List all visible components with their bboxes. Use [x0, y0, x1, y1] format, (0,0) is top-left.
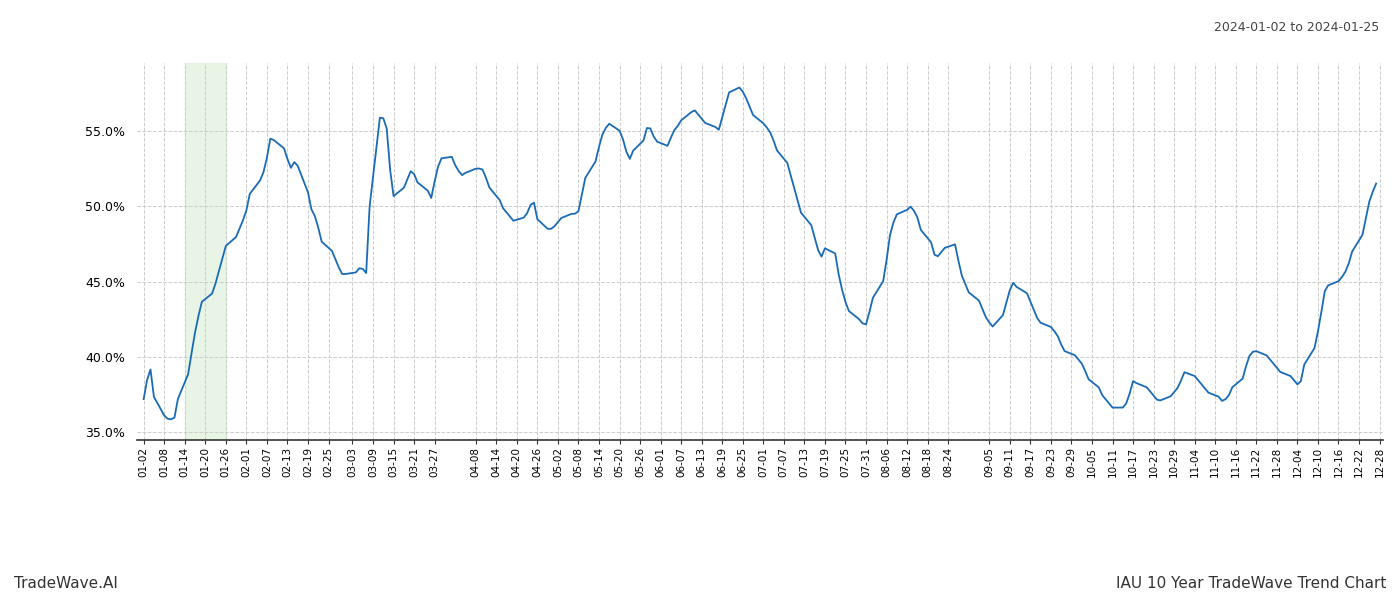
Text: 2024-01-02 to 2024-01-25: 2024-01-02 to 2024-01-25 [1214, 21, 1379, 34]
Text: TradeWave.AI: TradeWave.AI [14, 576, 118, 591]
Bar [185, 63, 225, 440]
Text: IAU 10 Year TradeWave Trend Chart: IAU 10 Year TradeWave Trend Chart [1116, 576, 1386, 591]
